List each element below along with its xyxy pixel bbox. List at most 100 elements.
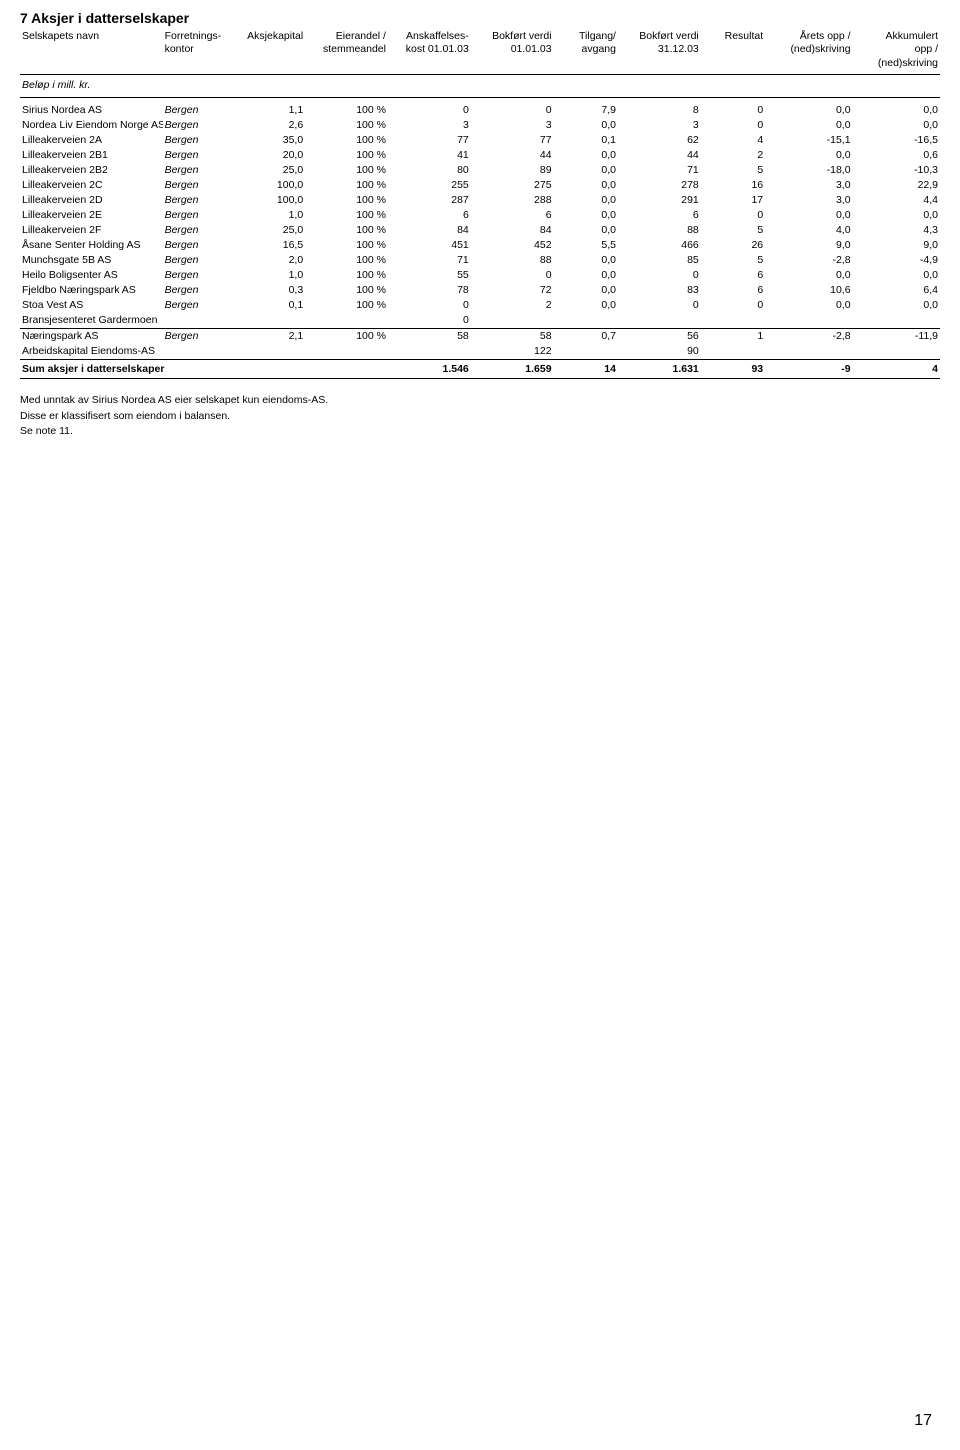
table-cell: 58 bbox=[471, 328, 554, 344]
table-cell: Lilleakerveien 2C bbox=[20, 178, 163, 193]
table-cell: 0,0 bbox=[765, 268, 852, 283]
subsidiary-shares-table: Selskapets navn Forretnings-kontor Aksje… bbox=[20, 28, 940, 379]
table-cell: 0,0 bbox=[554, 208, 618, 223]
table-cell: 2,0 bbox=[232, 253, 306, 268]
table-cell: 4,0 bbox=[765, 223, 852, 238]
section-title: 7 Aksjer i datterselskaper bbox=[20, 10, 940, 26]
unit-row: Beløp i mill. kr. bbox=[20, 75, 940, 98]
table-cell: 90 bbox=[618, 344, 701, 360]
table-cell: Bransjesenteret Gardermoen bbox=[20, 313, 163, 329]
table-cell: 5 bbox=[701, 163, 765, 178]
table-row: Bransjesenteret Gardermoen0 bbox=[20, 313, 940, 329]
table-cell: 287 bbox=[388, 193, 471, 208]
table-cell: 4,4 bbox=[853, 193, 940, 208]
table-cell: 0,0 bbox=[853, 268, 940, 283]
table-cell: 100 % bbox=[305, 283, 388, 298]
table-cell: 100 % bbox=[305, 238, 388, 253]
col-bv2: Bokført verdi31.12.03 bbox=[618, 28, 701, 75]
table-cell: 0 bbox=[701, 298, 765, 313]
table-cell bbox=[471, 313, 554, 329]
col-opp: Årets opp /(ned)skriving bbox=[765, 28, 852, 75]
table-cell: 35,0 bbox=[232, 133, 306, 148]
table-cell: Bergen bbox=[163, 253, 232, 268]
table-row: Arbeidskapital Eiendoms-AS12290 bbox=[20, 344, 940, 360]
table-cell: 77 bbox=[471, 133, 554, 148]
table-cell: 5,5 bbox=[554, 238, 618, 253]
table-cell: 0,0 bbox=[853, 118, 940, 133]
table-cell: Lilleakerveien 2B2 bbox=[20, 163, 163, 178]
table-cell: 1 bbox=[701, 328, 765, 344]
table-header-row: Selskapets navn Forretnings-kontor Aksje… bbox=[20, 28, 940, 75]
table-cell: 0,0 bbox=[554, 223, 618, 238]
table-cell: 16 bbox=[701, 178, 765, 193]
table-cell: 3,0 bbox=[765, 178, 852, 193]
table-cell: -10,3 bbox=[853, 163, 940, 178]
table-cell: -16,5 bbox=[853, 133, 940, 148]
table-cell: Bergen bbox=[163, 163, 232, 178]
table-cell: -4,9 bbox=[853, 253, 940, 268]
table-row: Åsane Senter Holding ASBergen16,5100 %45… bbox=[20, 238, 940, 253]
table-cell: Bergen bbox=[163, 148, 232, 163]
table-cell: 77 bbox=[388, 133, 471, 148]
table-cell bbox=[554, 313, 618, 329]
table-cell: 0,0 bbox=[554, 283, 618, 298]
table-cell: Lilleakerveien 2E bbox=[20, 208, 163, 223]
table-cell bbox=[701, 313, 765, 329]
table-cell: 0,0 bbox=[765, 208, 852, 223]
col-kontor: Forretnings-kontor bbox=[163, 28, 232, 75]
table-cell: 26 bbox=[701, 238, 765, 253]
table-cell: 100 % bbox=[305, 148, 388, 163]
table-cell bbox=[305, 344, 388, 360]
table-cell: 2 bbox=[471, 298, 554, 313]
table-cell: Stoa Vest AS bbox=[20, 298, 163, 313]
table-cell: 6 bbox=[618, 208, 701, 223]
table-cell: 58 bbox=[388, 328, 471, 344]
table-cell: 0,1 bbox=[554, 133, 618, 148]
table-cell: 0,0 bbox=[554, 148, 618, 163]
table-cell: 6 bbox=[701, 268, 765, 283]
table-cell: 0 bbox=[388, 298, 471, 313]
table-cell: 100 % bbox=[305, 178, 388, 193]
table-cell: 100 % bbox=[305, 253, 388, 268]
table-cell bbox=[163, 344, 232, 360]
table-cell: 255 bbox=[388, 178, 471, 193]
table-cell: Heilo Boligsenter AS bbox=[20, 268, 163, 283]
table-cell: 17 bbox=[701, 193, 765, 208]
table-cell: Lilleakerveien 2B1 bbox=[20, 148, 163, 163]
table-cell: 0,0 bbox=[765, 148, 852, 163]
sum-cell: 1.659 bbox=[471, 359, 554, 378]
table-cell: Lilleakerveien 2F bbox=[20, 223, 163, 238]
table-cell: 44 bbox=[618, 148, 701, 163]
col-name: Selskapets navn bbox=[20, 28, 163, 75]
table-cell: Bergen bbox=[163, 118, 232, 133]
table-cell bbox=[388, 344, 471, 360]
table-cell bbox=[853, 344, 940, 360]
col-kap: Aksjekapital bbox=[232, 28, 306, 75]
table-row: Nordea Liv Eiendom Norge ASBergen2,6100 … bbox=[20, 118, 940, 133]
table-cell: Bergen bbox=[163, 298, 232, 313]
table-cell: 2 bbox=[701, 148, 765, 163]
table-cell: 100 % bbox=[305, 193, 388, 208]
table-cell: 0 bbox=[618, 298, 701, 313]
sum-cell: 93 bbox=[701, 359, 765, 378]
table-cell: -15,1 bbox=[765, 133, 852, 148]
table-cell: Bergen bbox=[163, 328, 232, 344]
table-cell: 288 bbox=[471, 193, 554, 208]
table-cell: 291 bbox=[618, 193, 701, 208]
table-cell: 20,0 bbox=[232, 148, 306, 163]
col-res: Resultat bbox=[701, 28, 765, 75]
table-cell: 0 bbox=[701, 208, 765, 223]
table-cell: 275 bbox=[471, 178, 554, 193]
footnotes: Med unntak av Sirius Nordea AS eier sels… bbox=[20, 393, 940, 440]
table-cell: Bergen bbox=[163, 98, 232, 118]
table-cell: Nordea Liv Eiendom Norge AS bbox=[20, 118, 163, 133]
footnote-line: Med unntak av Sirius Nordea AS eier sels… bbox=[20, 393, 940, 409]
col-akk: Akkumulertopp /(ned)skriving bbox=[853, 28, 940, 75]
table-cell: 8 bbox=[618, 98, 701, 118]
table-cell: 0,0 bbox=[554, 268, 618, 283]
table-cell: 85 bbox=[618, 253, 701, 268]
table-cell: Bergen bbox=[163, 223, 232, 238]
table-cell: Næringspark AS bbox=[20, 328, 163, 344]
table-cell: 71 bbox=[618, 163, 701, 178]
sum-cell: 14 bbox=[554, 359, 618, 378]
